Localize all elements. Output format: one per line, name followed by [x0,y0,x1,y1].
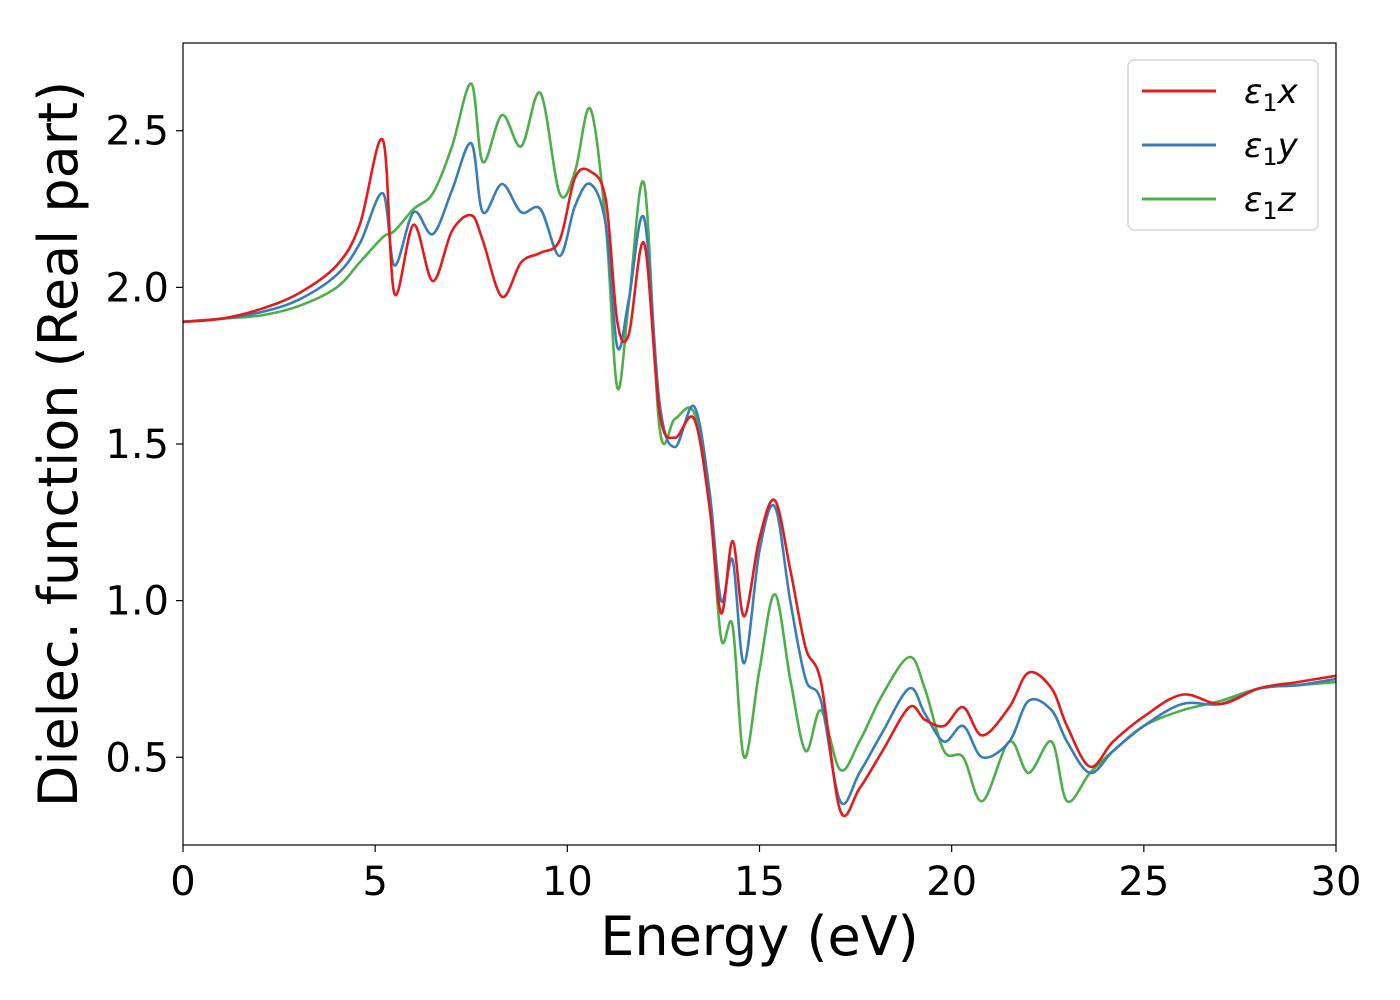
y-tick-label: 1.0 [105,579,169,625]
legend-axis-letter: y [1277,126,1299,166]
series-line-eps1y [182,141,1337,806]
y-tick-label: 1.5 [105,422,169,468]
x-tick-label: 5 [362,859,387,905]
legend-eps-symbol: ε [1244,126,1262,166]
x-axis-title: Energy (eV) [600,905,919,968]
legend-label-eps1x: ε1x [1244,72,1299,117]
series-layer [182,82,1337,818]
legend-label-eps1z: ε1z [1244,180,1297,225]
legend-subscript: 1 [1262,197,1277,225]
legend-subscript: 1 [1262,89,1277,117]
legend-axis-letter: x [1277,72,1299,112]
x-tick-label: 10 [542,859,593,905]
y-tick-label: 2.0 [105,265,169,311]
x-axis-ticks: 0 5 10 15 20 25 30 [170,845,1361,905]
legend-item-eps1z: ε1z [1142,180,1297,225]
y-tick-label: 0.5 [105,735,169,781]
x-tick-label: 15 [734,859,785,905]
x-tick-label: 0 [170,859,195,905]
legend: ε1x ε1y ε1z [1127,59,1319,231]
legend-eps-symbol: ε [1244,180,1262,220]
x-tick-label: 30 [1311,859,1362,905]
series-line-eps1x [182,137,1337,818]
x-tick-label: 25 [1118,859,1169,905]
legend-axis-letter: z [1277,180,1297,220]
legend-label-eps1y: ε1y [1244,126,1299,171]
y-tick-label: 2.5 [105,109,169,155]
legend-subscript: 1 [1262,143,1277,171]
y-axis-ticks: 0.5 1.0 1.5 2.0 2.5 [105,109,183,781]
legend-item-eps1x: ε1x [1142,72,1299,117]
y-axis-title: Dielec. function (Real part) [27,81,90,807]
x-tick-label: 20 [926,859,977,905]
legend-item-eps1y: ε1y [1142,126,1299,171]
legend-box [1127,59,1319,231]
legend-eps-symbol: ε [1244,72,1262,112]
